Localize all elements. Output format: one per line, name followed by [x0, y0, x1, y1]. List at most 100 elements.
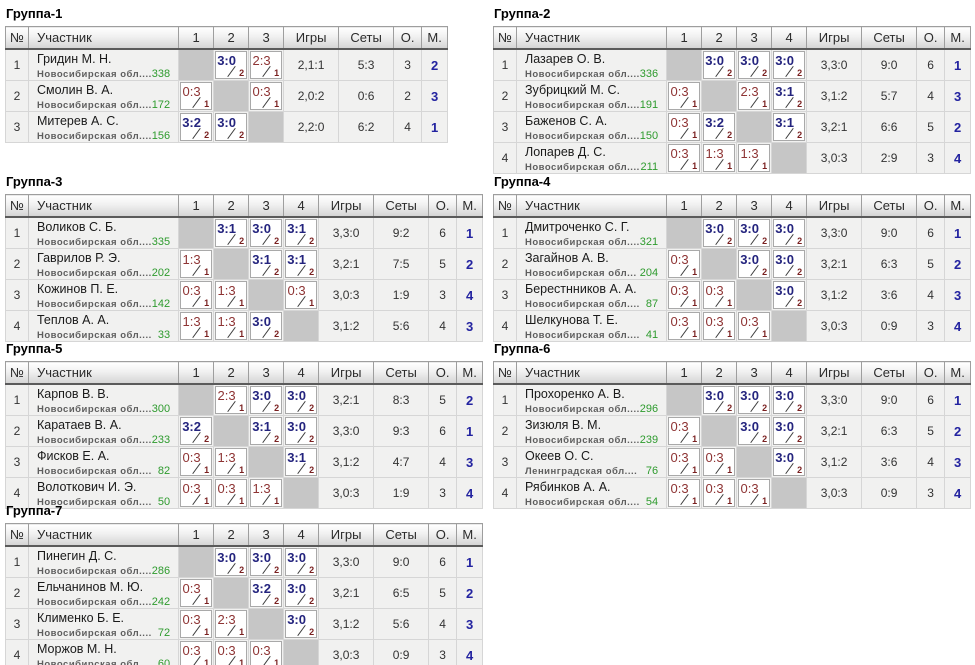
- participant-name: Воликов С. Б.: [37, 220, 117, 234]
- result-points: 1: [692, 465, 698, 475]
- participant-region: Новосибирская обл....: [37, 566, 152, 577]
- result-cell: 3:2 2: [178, 111, 215, 143]
- result-box-loss: 0:3 1: [180, 641, 213, 665]
- table-row: 4 Лопарев Д. С. Новосибирская обл.... 211 0:…: [493, 142, 972, 174]
- participant-rating: 142: [151, 298, 171, 310]
- games-cell: 3,0:3: [318, 279, 375, 311]
- result-box-loss: 0:3 1: [215, 479, 248, 507]
- table-row: 2 Гаврилов Р. Э. Новосибирская обл.... 202 1…: [5, 248, 484, 280]
- result-cell: 0:3 1: [178, 577, 215, 609]
- place-cell: 2: [944, 111, 972, 143]
- col-header-number: №: [493, 26, 517, 50]
- games-cell: 3,1:2: [318, 608, 375, 640]
- result-points: 2: [239, 68, 245, 78]
- result-points: 2: [239, 565, 245, 575]
- result-box-loss: 0:3 1: [250, 641, 283, 665]
- col-header-games: Игры: [318, 523, 374, 547]
- sets-cell: 2:9: [861, 142, 918, 174]
- participant-cell: Загайнов А. В. Новосибирская обл... 204: [515, 248, 668, 280]
- games-cell: 3,3:0: [806, 383, 863, 416]
- col-header-participant: Участник: [515, 361, 667, 385]
- result-box-win: 3:0 2: [738, 250, 771, 278]
- result-cell: 0:3 1: [666, 142, 703, 174]
- result-points: 2: [204, 434, 210, 444]
- result-cell: 3:0 2: [283, 608, 320, 640]
- result-points: 2: [239, 130, 245, 140]
- col-header-points: О.: [428, 194, 457, 218]
- col-header-opponent-2: 2: [213, 523, 249, 547]
- result-score: 3:0: [740, 221, 759, 236]
- header-row: № Участник 1 2 3 4 Игры Сеты О. М.: [493, 194, 971, 218]
- participant-rating: 33: [157, 329, 171, 341]
- result-box-loss: 0:3 1: [703, 312, 736, 340]
- self-cell: [771, 310, 808, 342]
- participant-region: Новосибирская обл....: [525, 497, 640, 508]
- sets-cell: 5:6: [373, 310, 430, 342]
- participant-cell: Дмитроченко С. Г. Новосибирская обл.... 32…: [515, 216, 668, 249]
- result-points: 2: [239, 236, 245, 246]
- participant-cell: Гаврилов Р. Э. Новосибирская обл.... 202: [27, 248, 180, 280]
- result-cell: 3:0 2: [771, 415, 808, 447]
- sets-cell: 1:9: [373, 279, 430, 311]
- points-cell: 3: [428, 279, 458, 311]
- result-cell: 3:0 2: [213, 48, 250, 81]
- participant-subline: Новосибирская обл.... 321: [517, 234, 666, 248]
- participant-subline: Новосибирская обл.... 191: [517, 97, 666, 111]
- result-score: 3:0: [775, 283, 794, 298]
- place-cell: 2: [456, 383, 484, 416]
- sets-cell: 4:7: [373, 446, 430, 478]
- result-points: 2: [274, 403, 280, 413]
- row-number-cell: 3: [5, 446, 29, 478]
- col-header-place: М.: [421, 26, 448, 50]
- col-header-number: №: [5, 26, 29, 50]
- table-row: 2 Загайнов А. В. Новосибирская обл... 204 0:…: [493, 248, 972, 280]
- group-table: № Участник 1 2 3 Игры Сеты О. М. 1 Гридин М. Н. Нов…: [5, 26, 449, 143]
- participant-subline: Новосибирская обл... 204: [517, 265, 666, 279]
- self-cell: [213, 577, 250, 609]
- result-box-loss: 1:3 1: [703, 144, 736, 172]
- points-cell: 5: [428, 577, 458, 609]
- result-box-loss: 0:3 1: [738, 479, 771, 507]
- result-score: 0:3: [670, 283, 689, 298]
- result-box-win: 3:0 2: [773, 219, 806, 247]
- result-score: 3:0: [287, 581, 306, 596]
- result-box-win: 3:1 2: [285, 219, 318, 247]
- result-score: 3:0: [740, 53, 759, 68]
- result-points: 2: [204, 130, 210, 140]
- result-box-win: 3:1 2: [285, 448, 318, 476]
- sets-cell: 9:2: [373, 216, 430, 249]
- result-cell: 3:0 2: [736, 415, 773, 447]
- points-cell: 6: [916, 216, 946, 249]
- points-cell: 4: [916, 80, 946, 112]
- col-header-opponent-1: 1: [178, 26, 214, 50]
- self-cell: [248, 279, 285, 311]
- result-box-win: 3:0 2: [773, 250, 806, 278]
- result-box-loss: 0:3 1: [668, 417, 701, 445]
- result-cell: 3:0 2: [283, 415, 320, 447]
- result-score: 3:1: [252, 252, 271, 267]
- result-points: 1: [239, 465, 245, 475]
- result-cell: 1:3 1: [178, 248, 215, 280]
- participant-region: Новосибирская обл....: [525, 162, 640, 173]
- participant-cell: Баженов С. А. Новосибирская обл.... 150: [515, 111, 668, 143]
- row-number-cell: 1: [5, 216, 29, 249]
- col-header-sets: Сеты: [373, 194, 429, 218]
- participant-subline: Новосибирская обл.... 41: [517, 327, 666, 341]
- result-box-loss: 0:3 1: [215, 641, 248, 665]
- result-box-win: 3:1 2: [250, 250, 283, 278]
- header-row: № Участник 1 2 3 4 Игры Сеты О. М.: [5, 523, 483, 547]
- result-points: 2: [274, 267, 280, 277]
- result-box-loss: 2:3 1: [215, 610, 248, 638]
- participant-rating: 338: [151, 68, 171, 80]
- result-cell: 3:0 2: [736, 48, 773, 81]
- place-cell: 4: [456, 477, 484, 509]
- table-row: 4 Рябинков А. А. Новосибирская обл.... 54 0:…: [493, 477, 972, 509]
- participant-region: Ленинградская обл....: [525, 466, 638, 477]
- participant-subline: Новосибирская обл.... 335: [29, 234, 178, 248]
- result-score: 3:0: [775, 450, 794, 465]
- result-box-win: 3:0 2: [285, 417, 318, 445]
- col-header-games: Игры: [806, 26, 862, 50]
- result-cell: 3:1 2: [213, 216, 250, 249]
- participant-region: Новосибирская обл....: [525, 100, 640, 111]
- games-cell: 3,3:0: [318, 415, 375, 447]
